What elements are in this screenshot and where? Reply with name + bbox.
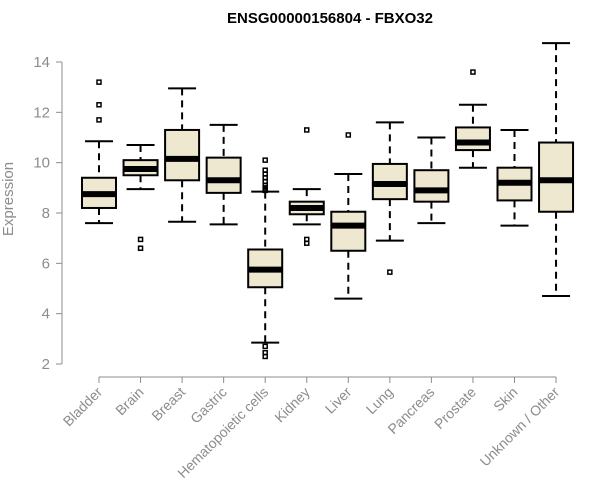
y-axis: 2 4 6 8 10 12 14 <box>33 54 63 373</box>
outlier-point <box>137 236 144 243</box>
x-tick-label: Liver <box>322 384 355 417</box>
x-tick-label: Lung <box>363 384 396 417</box>
y-tick-label: 8 <box>42 205 50 222</box>
chart-title: ENSG00000156804 - FBXO32 <box>227 10 433 27</box>
outlier-point <box>304 236 310 243</box>
box-group <box>538 42 575 298</box>
y-tick-label: 2 <box>42 356 50 373</box>
iqr-box <box>413 169 450 203</box>
outlier-point <box>262 349 268 356</box>
box-group <box>164 87 201 223</box>
box-group <box>371 121 408 275</box>
box-group <box>496 128 533 227</box>
outlier-point <box>96 117 102 123</box>
y-tick-label: 10 <box>33 155 50 172</box>
x-tick-label: Breast <box>148 384 188 424</box>
box-group <box>454 69 491 169</box>
box-group <box>330 132 367 300</box>
box-group <box>413 136 450 225</box>
plot-area <box>81 42 575 360</box>
iqr-box <box>538 141 575 213</box>
y-tick-label: 14 <box>33 54 50 71</box>
y-tick-label: 4 <box>42 306 50 323</box>
x-tick-label: Brain <box>112 384 146 418</box>
outlier-point <box>137 245 144 251</box>
box-group <box>81 79 117 225</box>
x-tick-label: Unknown / Other <box>477 384 563 470</box>
iqr-box <box>454 126 491 152</box>
iqr-box <box>330 210 367 252</box>
y-axis-label: Expression <box>0 162 17 236</box>
box-group <box>122 144 159 251</box>
outlier-point <box>262 157 268 163</box>
iqr-box <box>205 156 242 194</box>
iqr-box <box>164 128 201 182</box>
outlier-point <box>96 79 102 85</box>
x-tick-label: Skin <box>490 384 521 415</box>
outlier-point <box>262 167 268 173</box>
outlier-point <box>387 269 393 275</box>
y-tick-label: 6 <box>42 255 50 272</box>
x-tick-label: Bladder <box>60 384 106 430</box>
outlier-point <box>470 69 476 75</box>
box-group <box>288 127 325 246</box>
outlier-point <box>304 127 310 133</box>
x-tick-label: Prostate <box>431 384 479 432</box>
outlier-point <box>96 102 102 108</box>
x-tick-label: Kidney <box>271 384 313 426</box>
box-group <box>247 157 284 360</box>
box-group <box>205 123 242 226</box>
outlier-point <box>345 132 352 138</box>
y-tick-label: 12 <box>33 104 50 121</box>
outlier-point <box>262 343 268 350</box>
